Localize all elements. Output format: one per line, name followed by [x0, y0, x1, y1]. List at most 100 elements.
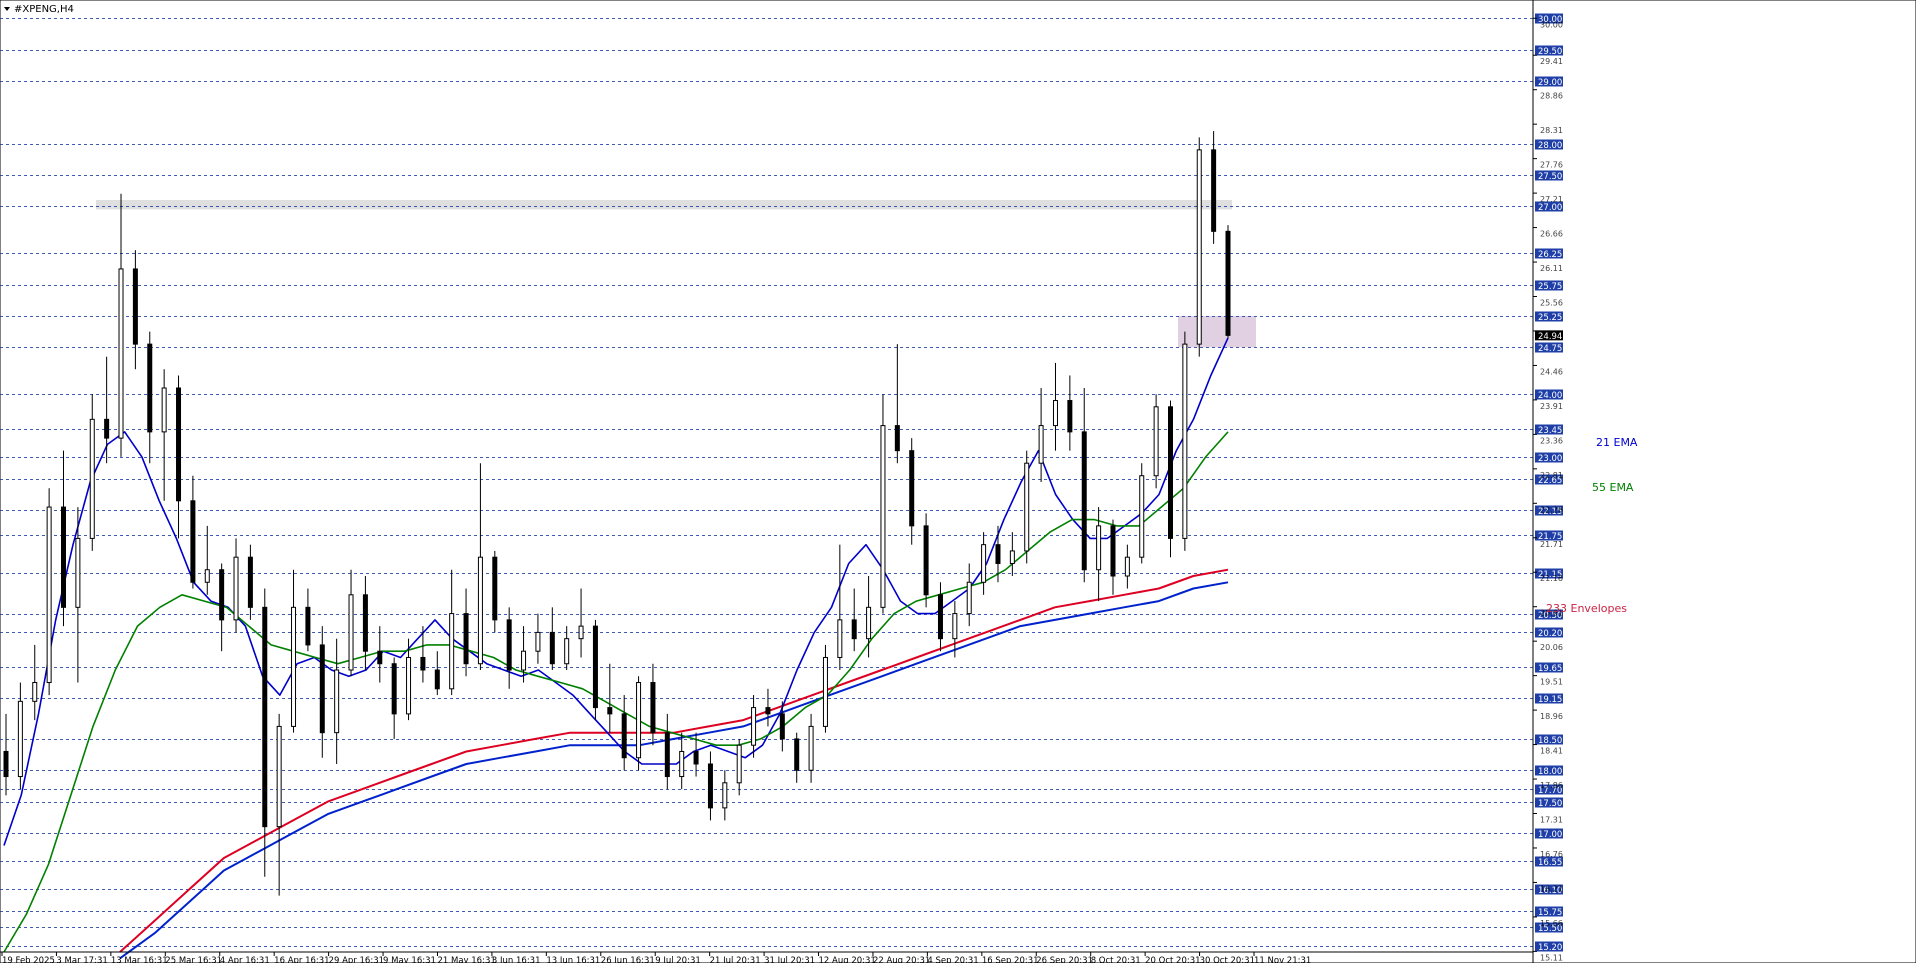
- candle: [1096, 507, 1102, 602]
- candle: [535, 613, 541, 664]
- candle-body: [937, 594, 943, 640]
- candle-body: [679, 750, 685, 778]
- level-label-box: [1535, 734, 1563, 745]
- candle-body: [794, 738, 800, 771]
- level-label-box: [1535, 76, 1563, 87]
- candle-body: [1052, 400, 1058, 427]
- candle-body: [17, 700, 23, 778]
- ema21-label: 21 EMA: [1596, 436, 1638, 449]
- triangle-down-icon[interactable]: [4, 7, 10, 11]
- candle: [319, 626, 325, 758]
- level-label: 27.00: [1538, 203, 1562, 213]
- current-price-label: 24.94: [1538, 332, 1562, 342]
- candle: [334, 638, 340, 764]
- candle-body: [492, 556, 498, 621]
- candle-body: [305, 606, 311, 646]
- ema55-line: [3, 431, 1229, 953]
- candle-body: [32, 682, 38, 702]
- level-label-box: [1535, 693, 1563, 704]
- candle: [1196, 137, 1202, 357]
- candle-body: [822, 656, 828, 727]
- candle: [118, 193, 124, 457]
- candle-body: [1124, 556, 1130, 577]
- candle: [420, 626, 426, 683]
- candle: [32, 644, 38, 721]
- candle-body: [1153, 406, 1159, 477]
- candle-body: [161, 387, 167, 433]
- level-label-box: [1535, 530, 1563, 541]
- candle-body: [176, 387, 182, 502]
- level-label: 30.00: [1538, 15, 1562, 25]
- level-label-box: [1535, 139, 1563, 150]
- candle: [1038, 388, 1044, 482]
- candle: [449, 569, 455, 696]
- price-tick-label: 28.31: [1540, 126, 1563, 135]
- time-tick-label: 9 May 16:31: [383, 956, 436, 963]
- candle: [348, 569, 354, 677]
- price-tick-label: 18.41: [1540, 747, 1563, 756]
- level-label-box: [1535, 797, 1563, 808]
- candle: [377, 626, 383, 683]
- candle-body: [808, 725, 814, 771]
- candle: [549, 607, 555, 670]
- level-label: 27.50: [1538, 172, 1562, 182]
- candle: [1067, 375, 1073, 451]
- level-label-box: [1535, 311, 1563, 322]
- candle: [492, 550, 498, 633]
- candle-body: [1024, 462, 1030, 552]
- ema55-label: 55 EMA: [1592, 481, 1634, 494]
- price-tick-label: 26.66: [1540, 230, 1563, 239]
- price-tick-label: 22.26: [1540, 505, 1563, 514]
- price-tick-label: 20.06: [1540, 643, 1563, 652]
- time-tick-label: 3 Mar 17:31: [56, 956, 107, 963]
- candle: [75, 507, 81, 683]
- candle: [262, 588, 268, 877]
- candle: [1153, 394, 1159, 489]
- price-tick-label: 22.81: [1540, 471, 1563, 480]
- candle-body: [1009, 550, 1015, 564]
- candle: [722, 770, 728, 821]
- candle-body: [779, 713, 785, 740]
- candle-body: [46, 506, 52, 684]
- candle-body: [535, 631, 541, 652]
- candle-body: [132, 268, 138, 345]
- chart-title-bar[interactable]: #XPENG,H4: [4, 4, 74, 15]
- time-tick-label: 11 Nov 21:31: [1254, 956, 1311, 963]
- candle-body: [894, 425, 900, 452]
- candle-body: [506, 619, 512, 671]
- candle-body: [61, 506, 67, 608]
- candle-body: [866, 606, 872, 640]
- level-label-box: [1535, 922, 1563, 933]
- candle: [391, 657, 397, 739]
- price-tick-label: 30.00: [1540, 20, 1563, 29]
- candle: [1211, 131, 1217, 244]
- price-tick-label: 26.11: [1540, 264, 1563, 273]
- candle: [89, 394, 95, 551]
- candle-body: [147, 343, 153, 433]
- time-tick-label: 8 Oct 20:31: [1091, 956, 1141, 963]
- candle: [1052, 362, 1058, 451]
- level-label: 16.10: [1538, 886, 1562, 896]
- candle: [909, 438, 915, 545]
- candle-body: [118, 268, 124, 439]
- level-label: 17.00: [1538, 830, 1562, 840]
- candle: [46, 488, 52, 696]
- time-tick-label: 9 Jul 20:31: [655, 956, 701, 963]
- candle: [1024, 450, 1030, 564]
- candle: [779, 701, 785, 752]
- level-label: 24.75: [1538, 344, 1562, 354]
- candle-body: [981, 544, 987, 583]
- price-tick-label: 24.46: [1540, 367, 1563, 376]
- candle: [132, 250, 138, 370]
- candle: [837, 544, 843, 670]
- candle-body: [463, 613, 469, 665]
- price-tick-label: 25.56: [1540, 299, 1563, 308]
- level-label: 15.75: [1538, 908, 1562, 918]
- ema-layer: [3, 337, 1229, 953]
- level-label-box: [1535, 424, 1563, 435]
- level-label-box: [1535, 201, 1563, 212]
- price-axis[interactable]: 30.00 29.50 29.00 28.00 27.50 27.00 26.25 25.75…: [1532, 0, 1563, 963]
